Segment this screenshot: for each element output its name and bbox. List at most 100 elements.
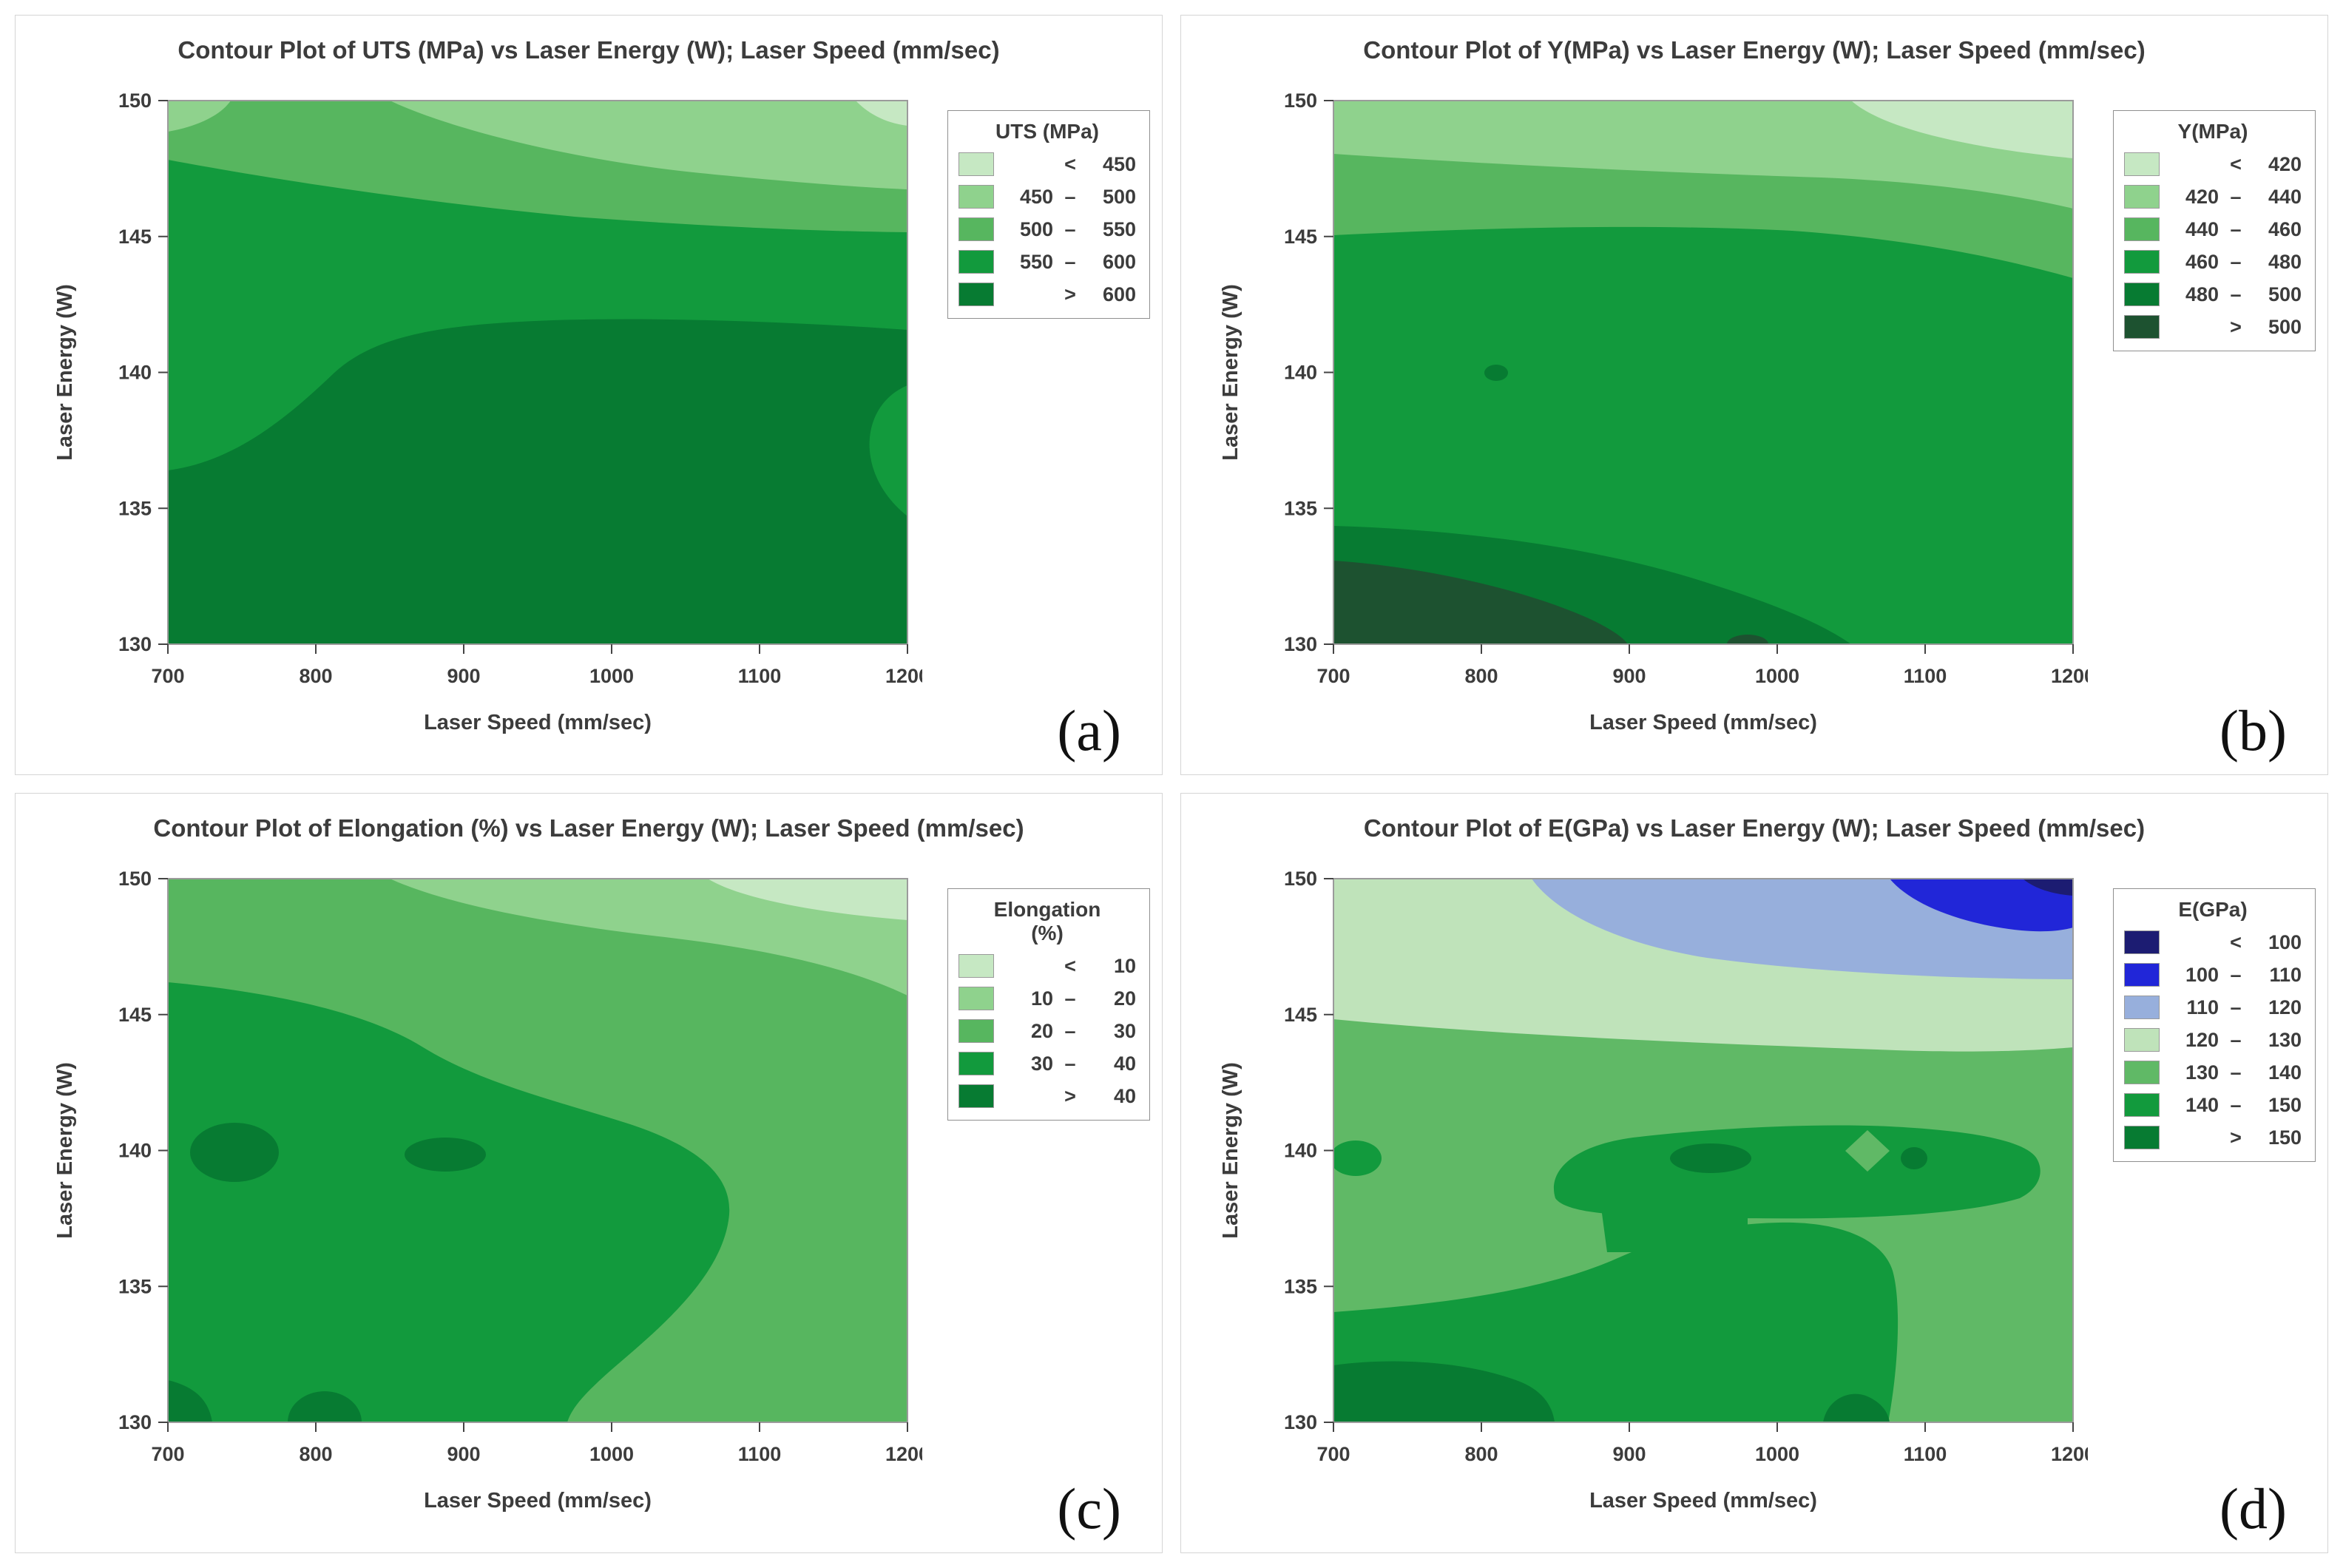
x-tick-label: 1200	[2051, 1443, 2088, 1465]
legend-item: 460– 480	[2124, 250, 2302, 274]
legend-box: UTS (MPa) <450 450–500 500–550 550–600 >600	[947, 110, 1150, 320]
contour-region	[1333, 561, 1768, 644]
legend-swatch	[958, 250, 994, 274]
legend-label-high: 450	[1102, 152, 1136, 175]
legend-swatch	[2124, 1126, 2160, 1150]
legend-label-relation: –	[2230, 996, 2242, 1018]
panel-letter: (c)	[1057, 1476, 1121, 1541]
contour-region	[869, 385, 907, 516]
panel-letter: (b)	[2219, 698, 2287, 763]
legend-label-relation: –	[2230, 1061, 2242, 1084]
legend-swatch	[2124, 185, 2160, 209]
legend-label-relation: –	[2230, 1093, 2242, 1116]
legend-swatch	[958, 283, 994, 307]
legend-label-low: 130	[2185, 1061, 2219, 1084]
legend-label-low: 480	[2185, 283, 2219, 305]
legend-label-low: 10	[1030, 987, 1053, 1010]
x-tick-label: 900	[447, 665, 480, 687]
legend-item: 130– 140	[2124, 1061, 2302, 1085]
legend-swatch	[958, 954, 994, 979]
y-tick-label: 140	[1284, 362, 1317, 384]
legend-item: 30– 40	[958, 1052, 1136, 1076]
x-tick-label: 1100	[1904, 665, 1947, 687]
y-axis-title: Laser Energy (W)	[53, 1062, 77, 1239]
legend-label-high: 500	[2268, 315, 2302, 338]
panel-title: Contour Plot of UTS (MPa) vs Laser Energ…	[178, 36, 1000, 64]
legend-item: 10– 20	[958, 987, 1136, 1011]
legend-label-high: 440	[2268, 185, 2302, 208]
x-axis-title: Laser Speed (mm/sec)	[424, 1489, 652, 1513]
legend-label-high: 150	[2268, 1126, 2302, 1149]
legend-label-high: 480	[2268, 250, 2302, 273]
x-tick-label: 700	[151, 665, 184, 687]
legend-label-low: 450	[1019, 185, 1053, 208]
legend-label-low: 500	[1019, 217, 1053, 240]
x-tick-label: 1200	[2051, 665, 2088, 687]
legend-item: >500	[2124, 315, 2302, 339]
legend-box: E(GPa) <100 100–110 110–120 120–130 130–140 14…	[2113, 888, 2316, 1163]
legend-label-high: 40	[1113, 1052, 1136, 1075]
contour-region	[1333, 365, 1851, 644]
x-tick-label: 800	[1464, 665, 1498, 687]
x-tick-label: 700	[1316, 665, 1350, 687]
legend-item: 500– 550	[958, 217, 1136, 242]
legend-label-high: 140	[2268, 1061, 2302, 1084]
legend-label-high: 100	[2268, 930, 2302, 953]
legend-item: <10	[958, 954, 1136, 979]
legend-label-low: 140	[2185, 1093, 2219, 1116]
legend-swatch	[2124, 283, 2160, 307]
contour-region	[708, 879, 907, 920]
legend-swatch	[958, 217, 994, 242]
y-tick-label: 150	[1284, 868, 1317, 890]
legend-item: 440– 460	[2124, 217, 2302, 242]
legend-swatch	[2124, 1028, 2160, 1052]
legend-label-relation: >	[1064, 1084, 1076, 1107]
legend-label-relation: –	[2230, 1028, 2242, 1051]
contour-panel-a: Contour Plot of UTS (MPa) vs Laser Energ…	[15, 15, 1163, 775]
legend-label-high: 460	[2268, 217, 2302, 240]
legend-label-relation: <	[2230, 152, 2242, 175]
panel-title: Contour Plot of Y(MPa) vs Laser Energy (…	[1363, 36, 2146, 64]
panel-letter: (a)	[1057, 698, 1121, 763]
x-tick-label: 800	[299, 1443, 332, 1465]
legend-title: UTS (MPa)	[995, 120, 1099, 143]
legend-label-relation: –	[2230, 250, 2242, 273]
legend-label-relation: –	[2230, 185, 2242, 208]
contour-region	[1333, 1143, 1927, 1422]
legend-label-high: 550	[1102, 217, 1136, 240]
contour-region	[1333, 1125, 2041, 1422]
y-tick-label: 145	[118, 1004, 152, 1026]
legend-item: <100	[2124, 930, 2302, 955]
y-tick-label: 140	[1284, 1140, 1317, 1162]
legend-swatch	[958, 152, 994, 177]
y-tick-label: 150	[118, 89, 152, 112]
y-tick-label: 135	[118, 497, 152, 519]
legend-label-relation: <	[1064, 954, 1076, 977]
legend-item: 120– 130	[2124, 1028, 2302, 1052]
y-tick-label: 130	[118, 1411, 152, 1433]
legend-label-low: 110	[2186, 996, 2219, 1018]
legend-label-relation: –	[1064, 987, 1076, 1010]
legend-swatch	[958, 1019, 994, 1044]
legend-label-high: 600	[1102, 283, 1136, 305]
legend-label-low: 440	[2185, 217, 2219, 240]
contour-region	[1333, 101, 2073, 209]
y-tick-label: 145	[118, 226, 152, 248]
y-tick-label: 130	[1284, 1411, 1317, 1433]
x-axis-title: Laser Speed (mm/sec)	[424, 711, 652, 734]
legend-title: Elongation	[993, 898, 1101, 921]
legend-label-relation: –	[1064, 185, 1076, 208]
legend-title: Y(MPa)	[2177, 120, 2248, 143]
legend-label-high: 10	[1113, 954, 1136, 977]
legend-label-relation: –	[1064, 1019, 1076, 1042]
legend-swatch	[2124, 930, 2160, 955]
x-tick-label: 1200	[885, 1443, 922, 1465]
y-tick-label: 140	[118, 362, 152, 384]
x-tick-label: 700	[151, 1443, 184, 1465]
contour-panel-d: Contour Plot of E(GPa) vs Laser Energy (…	[1180, 793, 2328, 1553]
legend-swatch	[2124, 152, 2160, 177]
y-tick-label: 130	[1284, 633, 1317, 655]
legend-label-relation: >	[2230, 315, 2242, 338]
legend-swatch	[2124, 250, 2160, 274]
legend-item: 480– 500	[2124, 283, 2302, 307]
